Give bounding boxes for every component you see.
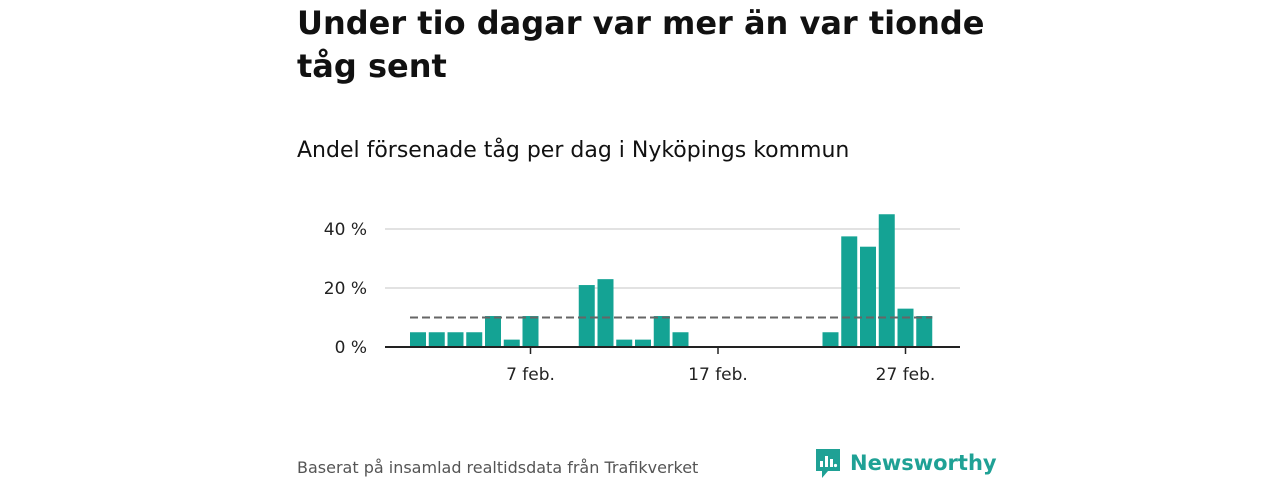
bar [503,339,520,347]
newsworthy-logo-icon [816,449,840,478]
bar [822,332,839,347]
bar [597,279,614,347]
y-tick-label: 40 % [324,220,367,240]
bar [522,316,539,347]
bar [466,332,483,347]
bar [653,316,670,347]
bar [897,308,914,347]
bar [410,332,426,347]
chart-title: Under tio dagar var mer än var tionde tå… [297,4,985,85]
bars [410,214,933,347]
y-axis-labels: 0 % 20 % 40 % [324,220,367,358]
y-tick-label: 0 % [335,338,367,358]
bar [672,332,689,347]
bar [860,246,876,347]
bar [578,285,595,347]
x-tick-label: 27 feb. [876,365,936,385]
bar [616,339,633,347]
bar [447,332,464,347]
bar [428,332,445,347]
x-tick-label: 7 feb. [506,365,555,385]
bar [635,339,651,347]
bar [841,236,858,347]
bar [916,316,933,347]
bar [485,316,501,347]
chart-subtitle: Andel försenade tåg per dag i Nyköpings … [297,138,850,163]
bar-chart: 0 % 20 % 40 % 7 feb. 17 feb. 27 feb. [324,214,960,385]
bar [878,214,895,347]
x-axis: 7 feb. 17 feb. 27 feb. [385,346,960,385]
y-tick-label: 20 % [324,279,367,299]
brand-name: Newsworthy [850,451,997,475]
source-note: Baserat på insamlad realtidsdata från Tr… [297,458,699,477]
x-tick-label: 17 feb. [688,365,748,385]
brand-logo: Newsworthy [814,447,997,479]
